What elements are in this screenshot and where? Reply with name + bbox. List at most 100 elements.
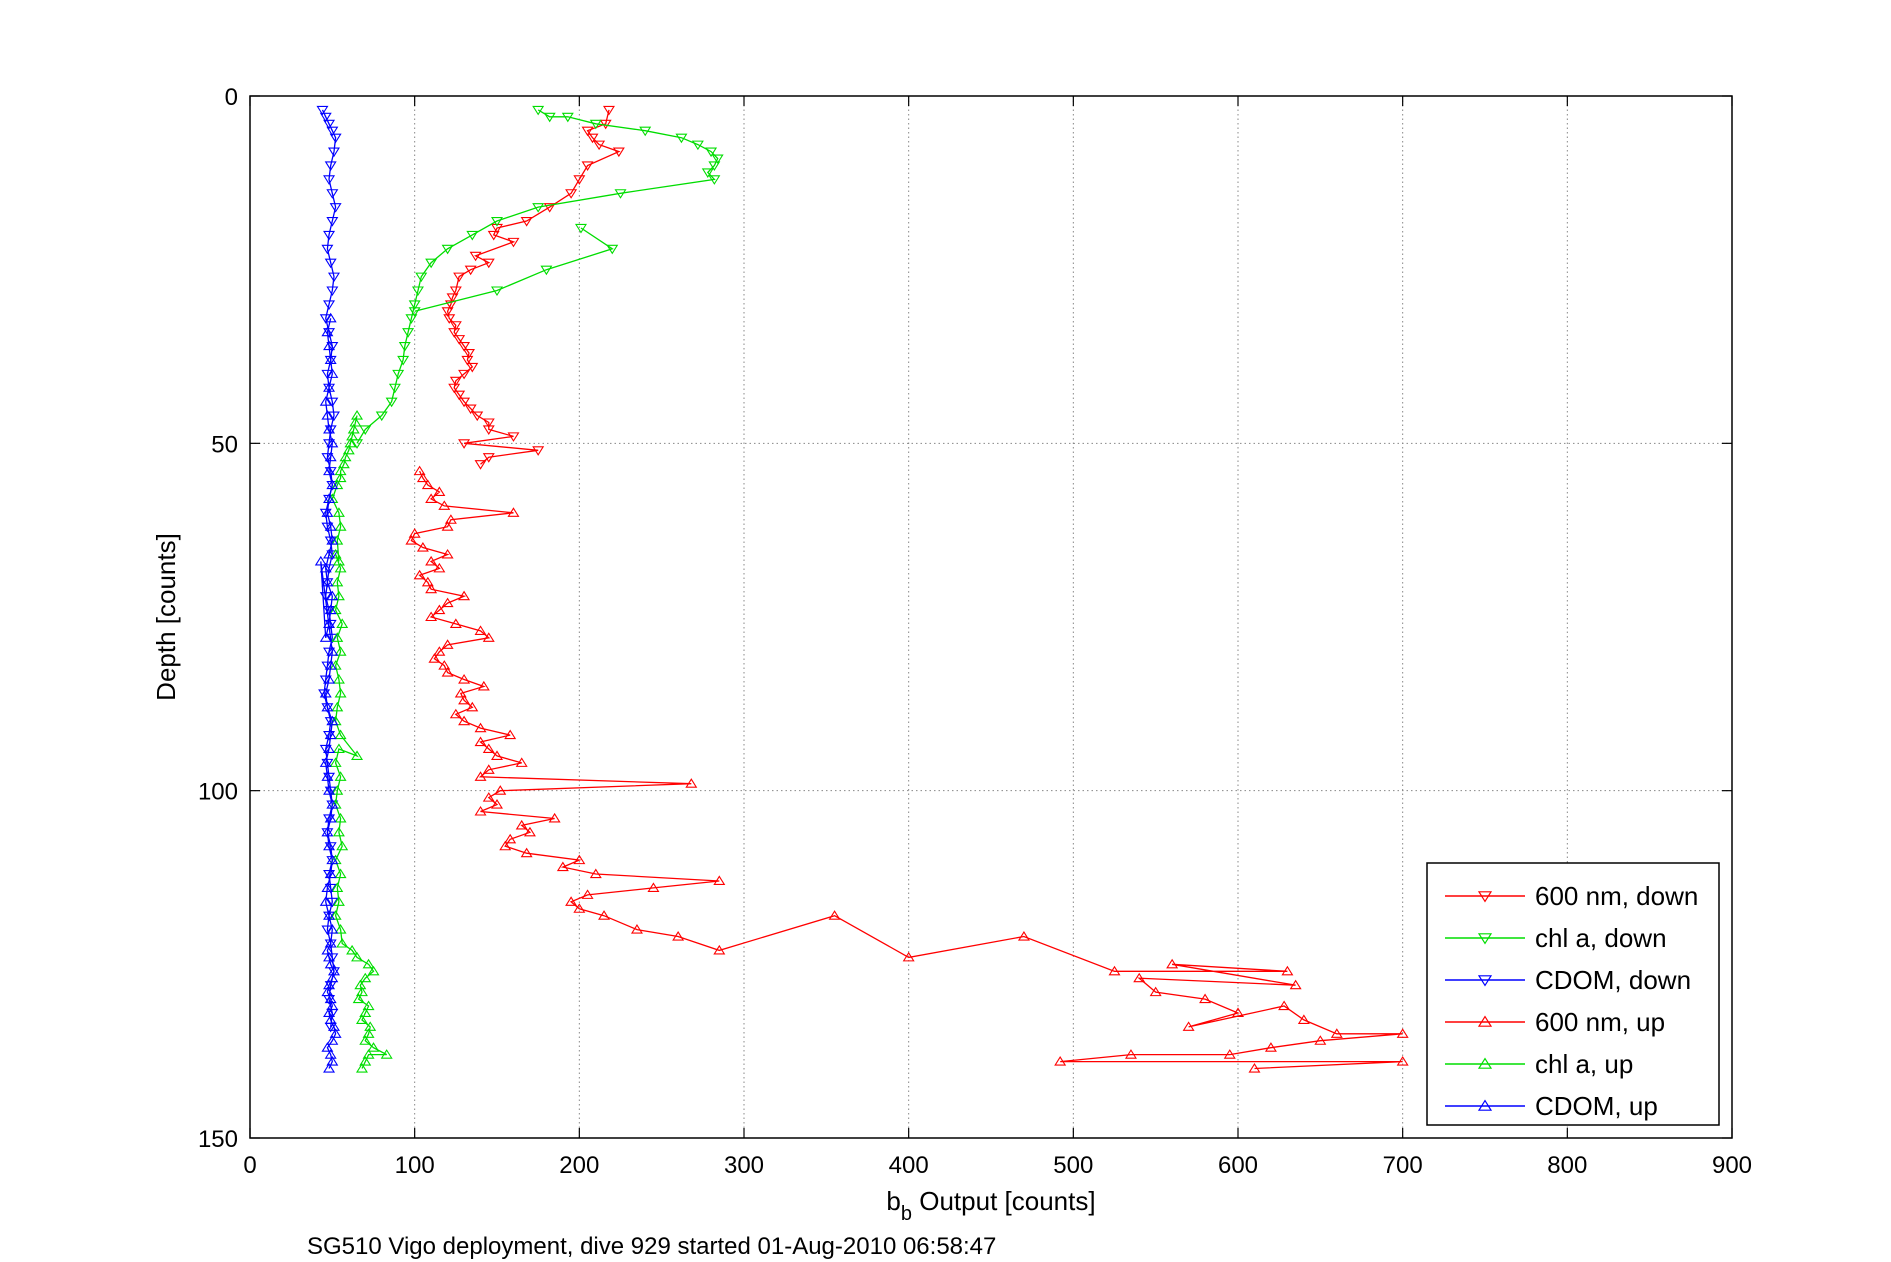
600-nm-down-point xyxy=(466,362,479,373)
legend-swatch-marker xyxy=(1477,1015,1493,1027)
600-nm-down-point xyxy=(461,355,474,366)
chl-a-up-point xyxy=(359,1056,372,1066)
600-nm-down-point xyxy=(444,300,457,310)
legend-label: chl a, up xyxy=(1535,1049,1633,1079)
legend-entry-600-nm-down: 600 nm, down xyxy=(1445,881,1698,911)
600-nm-up-point xyxy=(507,507,520,517)
x-tick-label: 100 xyxy=(395,1152,435,1179)
cdom-up-point xyxy=(329,1028,342,1038)
cdom-up-point xyxy=(324,1049,337,1059)
600-nm-up-point xyxy=(441,521,454,531)
600-nm-down-point xyxy=(532,446,545,456)
series-600-nm-up xyxy=(405,465,1409,1073)
600-nm-down-point xyxy=(520,216,533,227)
legend-swatch-marker xyxy=(1477,933,1493,945)
chl-a-up-point xyxy=(354,979,367,990)
600-nm-down-point xyxy=(449,286,462,297)
chl-a-down-point xyxy=(639,126,652,137)
x-tick-label: 600 xyxy=(1218,1152,1258,1179)
chl-a-up-point xyxy=(332,896,345,906)
chl-a-down-point xyxy=(359,425,372,435)
cdom-up-point xyxy=(319,687,332,698)
legend-entry-chl-a-down: chl a, down xyxy=(1445,923,1667,953)
cdom-up-point xyxy=(321,507,334,517)
600-nm-up-point xyxy=(458,673,471,684)
cdom-up-point xyxy=(324,958,337,969)
600-nm-down-point xyxy=(581,126,594,137)
600-nm-up-point xyxy=(444,514,457,524)
y-tick-label: 100 xyxy=(198,779,238,806)
chl-a-down-point xyxy=(441,244,454,255)
x-axis-label: bb Output [counts] xyxy=(886,1186,1095,1225)
600-nm-up-point xyxy=(685,778,698,788)
chl-a-up-point xyxy=(331,882,344,892)
x-tick-label: 300 xyxy=(724,1152,764,1179)
chl-a-down-point xyxy=(411,286,424,297)
chl-a-up-point xyxy=(352,993,365,1004)
cdom-down-point xyxy=(326,397,339,408)
600-nm-up-point xyxy=(413,465,426,476)
cdom-up-point xyxy=(326,1056,339,1066)
chl-a-up-point xyxy=(344,437,357,448)
chl-a-up-point xyxy=(334,771,347,781)
chl-a-down-point xyxy=(402,328,415,338)
600-nm-up-point xyxy=(441,548,454,559)
cdom-up-point xyxy=(324,312,337,323)
chl-a-down-branch-line xyxy=(414,227,614,312)
cdom-up-point xyxy=(323,1007,336,1018)
600-nm-up-point xyxy=(491,750,503,760)
cdom-up-point xyxy=(321,826,334,837)
600-nm-up-point xyxy=(1330,1028,1343,1038)
cdom-down-point xyxy=(323,119,336,130)
chl-a-up-point xyxy=(334,646,347,656)
600-nm-down-point xyxy=(446,293,459,303)
chl-a-up-point xyxy=(331,785,344,795)
chl-a-down-point xyxy=(561,112,574,123)
chl-a-up-point xyxy=(359,1035,372,1045)
600-nm-down-point xyxy=(507,432,520,442)
600-nm-down-point xyxy=(471,411,484,422)
cdom-down-point xyxy=(324,161,337,172)
cdom-down-point xyxy=(323,439,336,449)
x-axis-label-main: b xyxy=(886,1186,900,1216)
legend-entries: 600 nm, down chl a, down CDOM, down 600 nm,… xyxy=(1445,881,1698,1121)
chl-a-up-point xyxy=(349,416,362,427)
chl-a-down-point xyxy=(675,133,688,144)
series-600-nm-down xyxy=(441,105,625,470)
chl-a-up-point xyxy=(334,465,347,476)
cdom-up-point xyxy=(326,590,339,601)
600-nm-up-point xyxy=(454,687,467,698)
y-axis-label: Depth [counts] xyxy=(151,533,181,701)
cdom-down-point xyxy=(323,772,336,783)
cdom-down-point xyxy=(321,758,334,769)
chl-a-down-point xyxy=(398,342,411,352)
cdom-up-point xyxy=(319,396,332,406)
chl-a-down-point xyxy=(614,189,627,199)
legend-swatch-marker xyxy=(1477,1057,1493,1069)
cdom-up-point xyxy=(326,854,339,865)
cdom-up-point xyxy=(324,729,337,740)
cdom-up-point xyxy=(323,1062,336,1073)
600-nm-up-point xyxy=(504,729,517,740)
cdom-up-point xyxy=(319,562,332,573)
cdom-up-point xyxy=(323,785,336,795)
cdom-up-point xyxy=(323,493,336,503)
600-nm-up-point xyxy=(441,639,454,649)
cdom-up-point xyxy=(323,618,336,628)
600-nm-down-point xyxy=(565,189,578,199)
cdom-down-point xyxy=(324,467,337,477)
600-nm-up-point xyxy=(482,632,495,642)
cdom-down-point xyxy=(326,189,339,199)
chl-a-down-point xyxy=(388,383,401,394)
600-nm-up-point xyxy=(581,889,594,899)
cdom-down-point xyxy=(326,550,339,561)
cdom-up-point xyxy=(319,632,332,642)
600-nm-down-point xyxy=(482,425,495,435)
600-nm-up-point xyxy=(1182,1021,1195,1031)
legend-entry-600-nm-up: 600 nm, up xyxy=(1445,1007,1665,1037)
chl-a-down-point xyxy=(405,314,418,324)
chl-a-up-point xyxy=(367,1042,380,1052)
600-nm-down-point xyxy=(449,376,462,387)
600-nm-down-point xyxy=(458,397,471,408)
cdom-up-point xyxy=(324,812,337,823)
